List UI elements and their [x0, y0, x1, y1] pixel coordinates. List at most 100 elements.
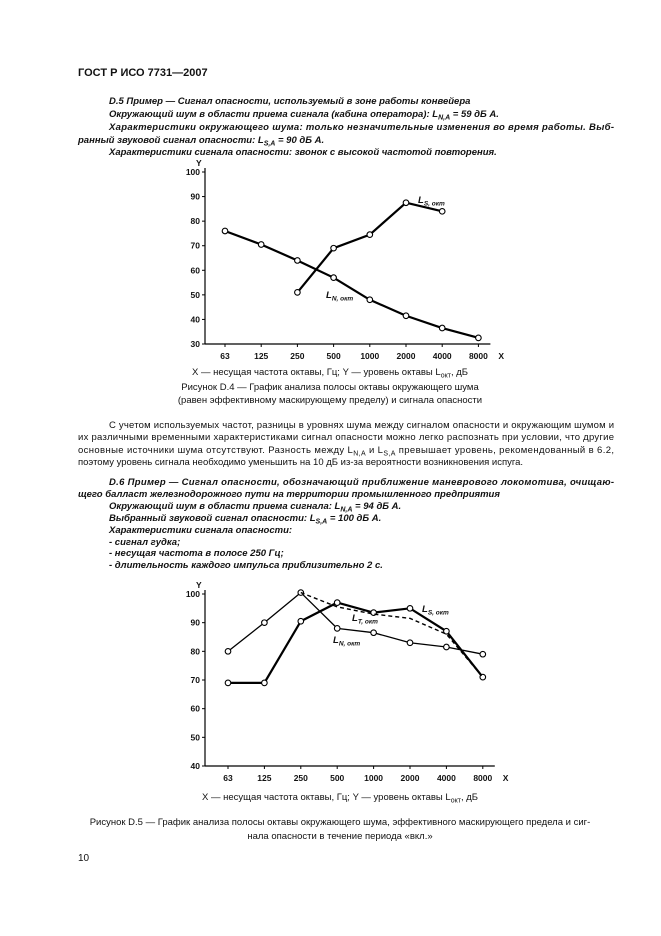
- figure-caption: (равен эффективному маскирующему пределу…: [178, 395, 482, 406]
- data-point: [479, 650, 487, 658]
- x-tick-label: 63: [223, 773, 233, 783]
- data-point: [366, 231, 374, 239]
- text-part: - несущая частота в полосе 250 Гц;: [109, 548, 284, 559]
- series-line: [228, 601, 484, 684]
- text-part: D.6 Пример — Сигнал опасности, обозначаю…: [109, 477, 614, 488]
- series-line: [224, 229, 479, 339]
- data-point: [443, 627, 450, 635]
- subscript: окт: [441, 373, 452, 380]
- figure-caption: Рисунок D.5 — График анализа полосы окта…: [90, 817, 591, 828]
- text-part: , дБ: [451, 367, 468, 378]
- paragraph-line: С учетом используемых частот, разницы в …: [109, 420, 614, 431]
- text-part: = 100 дБ А.: [327, 513, 381, 524]
- x-tick-label: 8000: [469, 351, 488, 361]
- text-part: = 59 дБ А.: [450, 109, 499, 120]
- subscript: N,A: [353, 451, 366, 458]
- subscript: S,A: [316, 519, 328, 526]
- y-tick-label: 70: [191, 241, 201, 251]
- text-part: Характеристики сигнала опасности: звонок…: [108, 147, 497, 158]
- text-part: и L: [366, 445, 383, 456]
- text-part: X — несущая частота октавы, Гц; Y — уров…: [202, 792, 451, 803]
- figure-caption: Рисунок D.4 — График анализа полосы окта…: [181, 382, 479, 393]
- x-tick-label: 250: [294, 773, 308, 783]
- subscript: N,A: [438, 115, 450, 122]
- series-name-sub: N, окт: [339, 641, 361, 648]
- x-tick-label: 63: [220, 351, 230, 361]
- x-tick-label: 250: [290, 351, 304, 361]
- data-point: [330, 274, 337, 282]
- data-point: [370, 629, 377, 637]
- data-point: [438, 324, 446, 332]
- text-part: Окружающий шум в области приема сигнала:…: [109, 501, 341, 512]
- series-line: [227, 591, 483, 655]
- axis-caption: X — несущая частота октавы, Гц; Y — уров…: [202, 792, 478, 805]
- y-tick-label: 50: [191, 290, 201, 300]
- x-tick-label: 500: [330, 773, 344, 783]
- series-name-sub: N, окт: [332, 296, 354, 303]
- series-label: LN, окт: [333, 635, 360, 648]
- series-name: L: [352, 613, 358, 624]
- section-line: щего балласт железнодорожного пути на те…: [78, 489, 500, 500]
- x-tick-label: 2000: [397, 351, 416, 361]
- series-label: LS, окт: [422, 604, 449, 617]
- text-part: Характеристики окружающего шума: только …: [108, 122, 614, 133]
- series-name: L: [326, 290, 332, 301]
- y-axis-label: Y: [196, 158, 202, 168]
- section-line: Характеристики сигнала опасности: звонок…: [108, 147, 497, 158]
- series-name: L: [333, 635, 339, 646]
- y-tick-label: 90: [191, 618, 201, 628]
- y-tick-label: 100: [186, 589, 200, 599]
- y-axis-label: Y: [196, 580, 202, 590]
- paragraph-line: поэтому уровень сигнала необходимо умень…: [78, 457, 523, 468]
- subscript: S,A: [383, 451, 395, 458]
- x-axis-label: X: [503, 773, 509, 783]
- text-part: Окружающий шум в области приема сигнала …: [109, 109, 438, 120]
- y-tick-label: 80: [191, 646, 201, 656]
- x-tick-label: 500: [327, 351, 341, 361]
- section-line: - несущая частота в полосе 250 Гц;: [109, 548, 284, 559]
- page-number: 10: [78, 853, 90, 864]
- section-line: - сигнал гудка;: [109, 537, 180, 548]
- text-part: основные источники шума отсутствуют. Раз…: [78, 445, 353, 456]
- series-name: L: [422, 604, 428, 615]
- text-part: , дБ: [461, 792, 478, 803]
- series-name-sub: S, окт: [428, 610, 449, 617]
- header-title: ГОСТ Р ИСО 7731—2007: [78, 67, 208, 79]
- section-line: Характеристики окружающего шума: только …: [108, 122, 614, 133]
- data-point: [257, 241, 265, 248]
- section-line: Характеристики сигнала опасности:: [108, 525, 292, 536]
- y-tick-label: 40: [191, 761, 201, 771]
- subscript: N,A: [340, 507, 352, 514]
- figure-caption: нала опасности в течение периода «вкл.»: [247, 831, 432, 842]
- data-point: [443, 643, 450, 651]
- data-point: [402, 312, 410, 320]
- section-line: D.5 Пример — Сигнал опасности, используе…: [109, 96, 470, 107]
- y-tick-label: 50: [191, 732, 201, 742]
- section-line: Окружающий шум в области приема сигнала:…: [109, 501, 401, 514]
- data-point: [475, 334, 482, 342]
- x-tick-label: 1000: [360, 351, 379, 361]
- text-part: = 94 дБ А.: [352, 501, 401, 512]
- data-point: [402, 199, 410, 207]
- data-point: [294, 289, 301, 296]
- section-line: ранный звуковой сигнал опасности: LS,A =…: [77, 135, 324, 148]
- paragraph-line: основные источники шума отсутствуют. Раз…: [78, 445, 614, 458]
- series-label: LT, окт: [352, 613, 378, 626]
- text-part: X — несущая частота октавы, Гц; Y — уров…: [192, 367, 441, 378]
- x-tick-label: 125: [254, 351, 268, 361]
- y-tick-label: 80: [191, 216, 201, 226]
- section-line: Окружающий шум в области приема сигнала …: [109, 109, 499, 122]
- text-part: С учетом используемых частот, разницы в …: [109, 420, 614, 431]
- data-point: [224, 679, 232, 687]
- data-point: [406, 604, 414, 612]
- text-part: - длительность каждого импульса приблизи…: [109, 560, 383, 571]
- series-name-sub: S, окт: [424, 201, 445, 208]
- y-tick-label: 100: [186, 167, 200, 177]
- text-part: D.5 Пример — Сигнал опасности, используе…: [109, 96, 470, 107]
- data-point: [366, 296, 374, 304]
- text-part: = 90 дБ А.: [275, 135, 324, 146]
- data-point: [224, 647, 232, 655]
- text-part: - сигнал гудка;: [109, 537, 180, 548]
- section-line: Выбранный звуковой сигнал опасности: LS,…: [109, 513, 381, 526]
- section-line: - длительность каждого импульса приблизи…: [109, 560, 383, 571]
